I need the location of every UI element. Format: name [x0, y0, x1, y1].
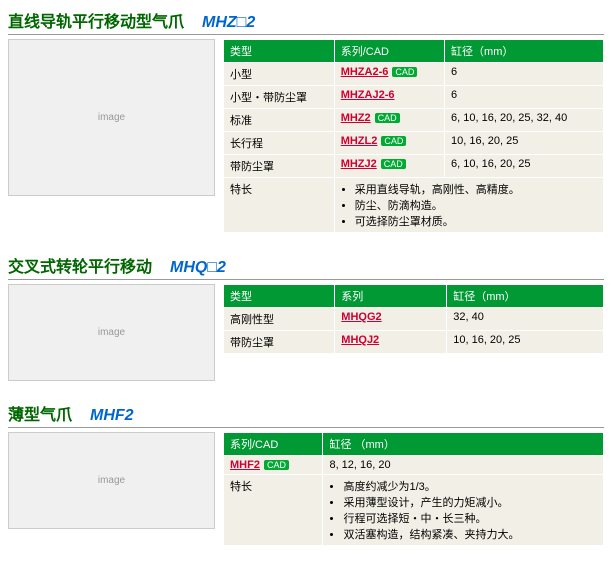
bore-cell: 10, 16, 20, 25 [445, 132, 604, 155]
type-cell: 长行程 [224, 132, 335, 155]
section-title-row: 交叉式转轮平行移动 MHQ□2 [8, 253, 604, 280]
table-row: 带防尘罩 MHZJ2 CAD 6, 10, 16, 20, 25 [224, 155, 604, 178]
section-model-code: MHQ□2 [170, 259, 226, 277]
series-cell: MHZJ2 CAD [334, 155, 444, 178]
table-header: 缸径 （mm） [323, 433, 604, 456]
table-row: MHF2 CAD 8, 12, 16, 20 [224, 456, 604, 475]
spec-table: 类型系列/CAD缸径（mm）小型MHZA2-6CAD6小型・带防尘罩MHZAJ2… [223, 39, 604, 233]
feature-item: 采用直线导轨，高刚性、高精度。 [355, 181, 597, 197]
series-cell: MHQJ2 [335, 331, 447, 354]
table-row: 标准 MHZ2 CAD 6, 10, 16, 20, 25, 32, 40 [224, 109, 604, 132]
bore-cell: 6 [445, 63, 604, 86]
product-image: image [8, 432, 215, 529]
series-link[interactable]: MHZA2-6 [341, 66, 389, 78]
series-cell: MHZL2CAD [334, 132, 444, 155]
table-header: 缸径（mm） [445, 40, 604, 63]
product-section: 直线导轨平行移动型气爪MHZ□2image类型系列/CAD缸径（mm）小型MHZ… [8, 8, 604, 233]
product-section: 交叉式转轮平行移动 MHQ□2 image 类型系列缸径（mm） 高刚性型 MHQG2 32… [8, 253, 604, 381]
spec-table: 类型系列缸径（mm） 高刚性型 MHQG2 32, 40 带防尘罩 MHQJ2 10, 16… [223, 284, 604, 354]
type-cell: 标准 [224, 109, 335, 132]
section-title: 交叉式转轮平行移动 [8, 253, 152, 277]
bore-cell: 10, 16, 20, 25 [447, 331, 604, 354]
cad-badge[interactable]: CAD [392, 67, 417, 77]
series-cell: MHZ2 CAD [334, 109, 444, 132]
spec-table: 系列/CAD缸径 （mm）MHF2CAD8, 12, 16, 20特长高度约减少… [223, 432, 604, 546]
section-title: 薄型气爪 [8, 401, 72, 425]
series-cell: MHQG2 [335, 308, 447, 331]
feature-label: 特长 [224, 178, 335, 233]
section-content: image 系列/CAD缸径 （mm） MHF2 CAD 8, 12, 16, 20特长… [8, 432, 604, 546]
section-title-row: 薄型气爪 MHF2 [8, 401, 604, 428]
table-row: 长行程MHZL2CAD10, 16, 20, 25 [224, 132, 604, 155]
series-link[interactable]: MHQG2 [341, 311, 381, 323]
section-content: image 类型系列缸径（mm） 高刚性型 MHQG2 32, 40 带防尘罩 MHQJ2 1… [8, 284, 604, 381]
table-header: 类型 [224, 285, 335, 308]
series-link[interactable]: MHF2 [230, 459, 260, 471]
feature-item: 防尘、防滴构造。 [355, 197, 597, 213]
feature-label: 特长 [224, 475, 323, 546]
product-image: image [8, 284, 215, 381]
table-header: 类型 [224, 40, 335, 63]
table-header: 系列/CAD [224, 433, 323, 456]
bore-cell: 6 [445, 86, 604, 109]
feature-item: 采用薄型设计，产生的力矩减小。 [343, 494, 597, 510]
table-row: 小型・带防尘罩 MHZAJ2-6 6 [224, 86, 604, 109]
table-row: 带防尘罩 MHQJ2 10, 16, 20, 25 [224, 331, 604, 354]
bore-cell: 8, 12, 16, 20 [323, 456, 604, 475]
series-cell: MHZAJ2-6 [334, 86, 444, 109]
feature-item: 行程可选择短・中・长三种。 [343, 510, 597, 526]
feature-list-cell: 高度约减少为1/3。采用薄型设计，产生的力矩减小。行程可选择短・中・长三种。双活… [323, 475, 604, 546]
cad-badge[interactable]: CAD [264, 460, 289, 470]
series-cell: MHF2 CAD [224, 456, 323, 475]
type-cell: 带防尘罩 [224, 331, 335, 354]
series-link[interactable]: MHZ2 [341, 112, 371, 124]
table-header: 系列 [335, 285, 447, 308]
series-link[interactable]: MHZJ2 [341, 158, 377, 170]
section-title: 直线导轨平行移动型气爪 [8, 8, 184, 32]
bore-cell: 6, 10, 16, 20, 25 [445, 155, 604, 178]
product-section: 薄型气爪MHF2image系列/CAD缸径 （mm）MHF2CAD8, 12, … [8, 401, 604, 546]
feature-row: 特长采用直线导轨，高刚性、高精度。防尘、防滴构造。可选择防尘罩材质。 [224, 178, 604, 233]
feature-item: 可选择防尘罩材质。 [355, 213, 597, 229]
feature-item: 高度约减少为1/3。 [343, 478, 597, 494]
cad-badge[interactable]: CAD [381, 159, 406, 169]
section-content: image类型系列/CAD缸径（mm）小型MHZA2-6CAD6小型・带防尘罩M… [8, 39, 604, 233]
feature-list-cell: 采用直线导轨，高刚性、高精度。防尘、防滴构造。可选择防尘罩材质。 [334, 178, 603, 233]
type-cell: 小型 [224, 63, 335, 86]
product-image: image [8, 39, 215, 196]
table-header: 缸径（mm） [447, 285, 604, 308]
cad-badge[interactable]: CAD [381, 136, 406, 146]
bore-cell: 6, 10, 16, 20, 25, 32, 40 [445, 109, 604, 132]
section-model-code: MHZ□2 [202, 14, 255, 32]
series-link[interactable]: MHQJ2 [341, 334, 379, 346]
type-cell: 高刚性型 [224, 308, 335, 331]
section-title-row: 直线导轨平行移动型气爪 MHZ□2 [8, 8, 604, 35]
table-header: 系列/CAD [334, 40, 444, 63]
feature-item: 双活塞构造，结构紧凑、夹持力大。 [343, 526, 597, 542]
table-row: 小型MHZA2-6CAD6 [224, 63, 604, 86]
type-cell: 带防尘罩 [224, 155, 335, 178]
series-link[interactable]: MHZAJ2-6 [341, 89, 395, 101]
series-cell: MHZA2-6CAD [334, 63, 444, 86]
table-row: 高刚性型 MHQG2 32, 40 [224, 308, 604, 331]
series-link[interactable]: MHZL2 [341, 135, 378, 147]
cad-badge[interactable]: CAD [375, 113, 400, 123]
bore-cell: 32, 40 [447, 308, 604, 331]
type-cell: 小型・带防尘罩 [224, 86, 335, 109]
feature-row: 特长高度约减少为1/3。采用薄型设计，产生的力矩减小。行程可选择短・中・长三种。… [224, 475, 604, 546]
section-model-code: MHF2 [90, 407, 134, 425]
